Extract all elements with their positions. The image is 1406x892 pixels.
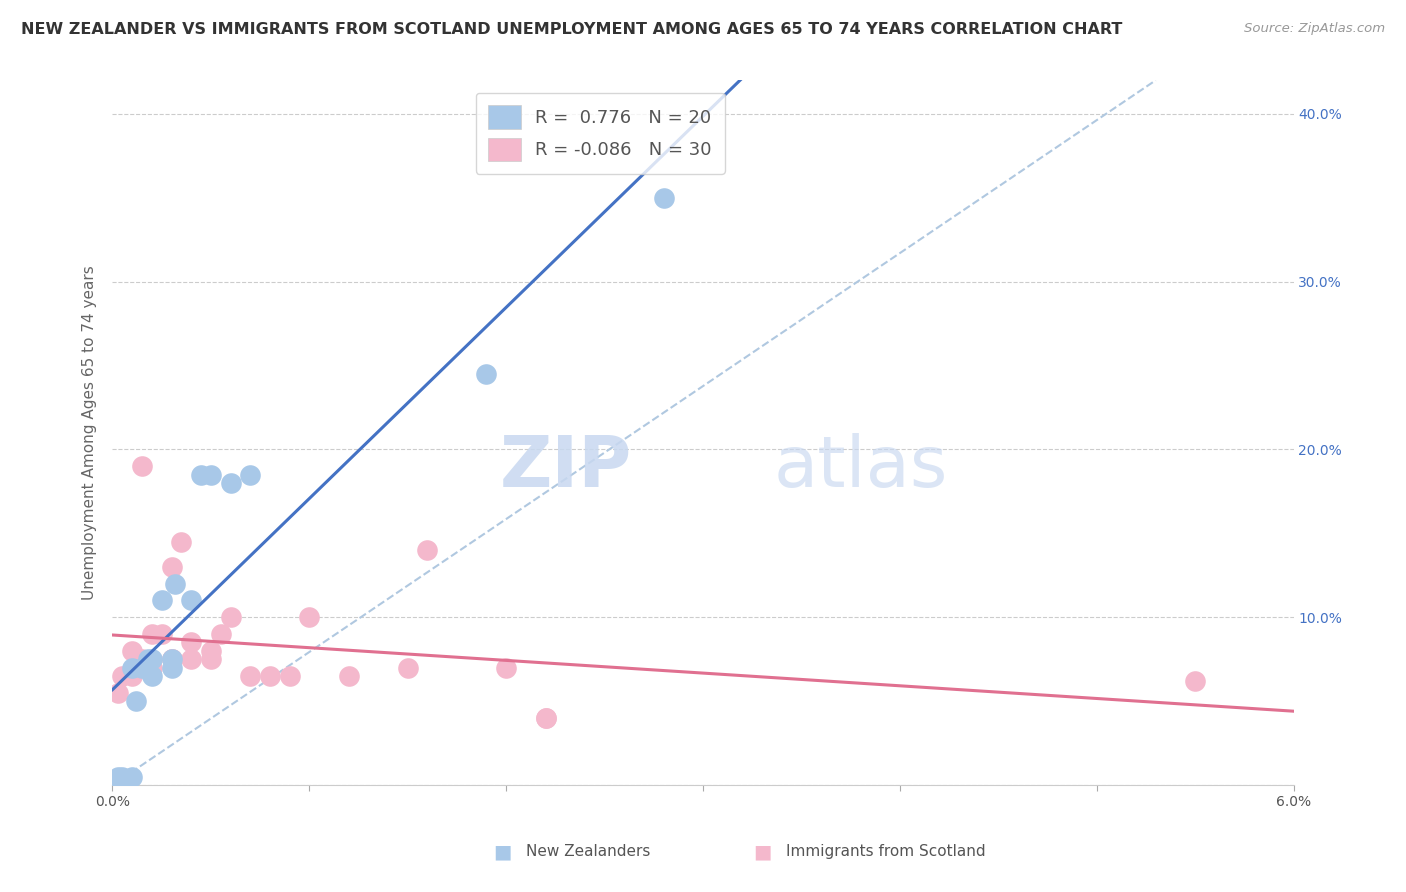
Text: ■: ■ bbox=[494, 842, 512, 862]
Point bbox=[200, 467, 222, 482]
Point bbox=[160, 660, 183, 674]
Point bbox=[121, 660, 143, 674]
Point bbox=[121, 644, 143, 658]
Text: atlas: atlas bbox=[773, 434, 948, 502]
Point bbox=[136, 652, 159, 666]
Point bbox=[1184, 673, 1206, 688]
Point bbox=[160, 652, 183, 666]
Point bbox=[259, 669, 281, 683]
Point bbox=[141, 652, 163, 666]
Point bbox=[219, 610, 242, 624]
Point bbox=[170, 534, 193, 549]
Point bbox=[131, 459, 153, 474]
Point bbox=[200, 652, 222, 666]
Point bbox=[131, 660, 153, 674]
Point bbox=[534, 711, 557, 725]
Legend: R =  0.776   N = 20, R = -0.086   N = 30: R = 0.776 N = 20, R = -0.086 N = 30 bbox=[475, 93, 724, 174]
Text: Immigrants from Scotland: Immigrants from Scotland bbox=[786, 845, 986, 859]
Text: Source: ZipAtlas.com: Source: ZipAtlas.com bbox=[1244, 22, 1385, 36]
Point bbox=[337, 669, 360, 683]
Point bbox=[652, 191, 675, 205]
Point bbox=[160, 652, 183, 666]
Point bbox=[131, 652, 153, 666]
Text: New Zealanders: New Zealanders bbox=[526, 845, 650, 859]
Point bbox=[534, 711, 557, 725]
Point bbox=[141, 660, 163, 674]
Point bbox=[298, 610, 321, 624]
Point bbox=[180, 635, 202, 649]
Point bbox=[475, 367, 498, 381]
Point bbox=[209, 627, 232, 641]
Point bbox=[239, 467, 262, 482]
Point bbox=[180, 652, 202, 666]
Point bbox=[160, 652, 183, 666]
Text: ZIP: ZIP bbox=[501, 434, 633, 502]
Text: ■: ■ bbox=[752, 842, 772, 862]
Point bbox=[111, 669, 134, 683]
Point bbox=[141, 627, 163, 641]
Point bbox=[107, 770, 129, 784]
Point bbox=[239, 669, 262, 683]
Point bbox=[495, 660, 517, 674]
Y-axis label: Unemployment Among Ages 65 to 74 years: Unemployment Among Ages 65 to 74 years bbox=[82, 265, 97, 600]
Point bbox=[150, 593, 173, 607]
Point bbox=[200, 644, 222, 658]
Point bbox=[180, 593, 202, 607]
Point bbox=[190, 467, 212, 482]
Point bbox=[111, 770, 134, 784]
Point bbox=[416, 543, 439, 558]
Point bbox=[160, 559, 183, 574]
Point bbox=[125, 694, 148, 708]
Point bbox=[150, 627, 173, 641]
Point bbox=[107, 686, 129, 700]
Point bbox=[278, 669, 301, 683]
Point bbox=[121, 669, 143, 683]
Point bbox=[141, 669, 163, 683]
Point bbox=[219, 475, 242, 490]
Point bbox=[165, 576, 187, 591]
Point bbox=[396, 660, 419, 674]
Text: NEW ZEALANDER VS IMMIGRANTS FROM SCOTLAND UNEMPLOYMENT AMONG AGES 65 TO 74 YEARS: NEW ZEALANDER VS IMMIGRANTS FROM SCOTLAN… bbox=[21, 22, 1122, 37]
Point bbox=[121, 770, 143, 784]
